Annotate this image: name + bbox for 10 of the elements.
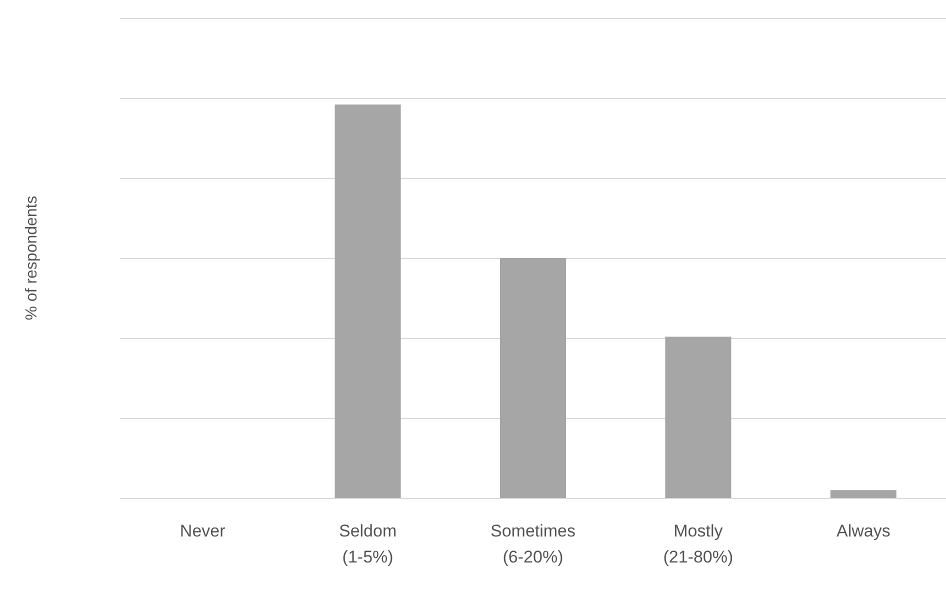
- x-tick-label: Never: [180, 522, 226, 540]
- x-tick-label: Always: [836, 522, 890, 540]
- x-tick-label: Mostly (21-80%): [663, 522, 734, 566]
- bar: [665, 336, 732, 498]
- x-tick-label: Seldom (1-5%): [338, 522, 397, 566]
- bar: [830, 490, 896, 498]
- y-axis-title: % of respondents: [24, 196, 40, 320]
- bar: [334, 104, 401, 498]
- x-tick-label: Sometimes (6-20%): [490, 522, 576, 566]
- bar: [500, 258, 566, 498]
